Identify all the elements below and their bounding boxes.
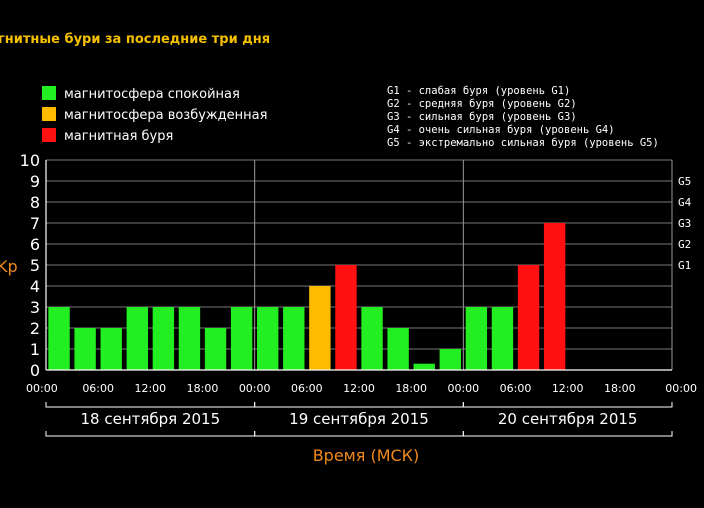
x-tick-label: 12:00 [134,382,166,395]
day-bracket-top [45,402,256,408]
bar-14 [413,363,435,370]
x-tick-label: 00:00 [239,382,271,395]
bar-16 [465,307,488,370]
bar-19 [543,223,566,370]
y-tick-label: 6 [30,235,40,254]
bar-13 [387,328,409,370]
y-tick-label: 9 [30,172,40,191]
bar-12 [361,307,383,370]
g-tick-label: G1 [678,259,691,272]
bar-15 [439,349,461,370]
bars [48,223,566,370]
g-level-legend: G1 - слабая буря (уровень G1)G2 - средня… [387,85,659,149]
x-tick-label: 06:00 [500,382,532,395]
legend-swatch [42,128,56,142]
day-label: 18 сентября 2015 [81,410,221,428]
y-tick-label: 8 [30,193,40,212]
bar-6 [204,328,227,370]
bar-8 [257,307,279,370]
bar-4 [152,307,175,370]
y-tick-label: 4 [30,277,40,296]
g-tick-label: G4 [678,196,692,209]
day-bracket-bottom [462,431,673,437]
day-bracket-top [254,402,464,408]
x-tick-label: 06:00 [82,382,114,395]
bar-7 [230,307,253,370]
g-legend-item: G3 - сильная буря (уровень G3) [387,111,577,123]
x-axis-label: Время (МСК) [313,446,420,465]
g-tick-label: G3 [678,217,691,230]
y-axis-label: Kp [0,257,18,276]
day-bracket-bottom [45,431,256,437]
x-tick-label: 18:00 [395,382,427,395]
y-tick-label: 2 [30,319,40,338]
x-tick-label: 12:00 [552,382,584,395]
y-tick-label: 7 [30,214,40,233]
bar-10 [309,286,331,370]
page-title: гнитные бури за последние три дня [0,32,270,47]
g-legend-item: G4 - очень сильная буря (уровень G4) [387,124,615,136]
x-tick-label: 12:00 [343,382,375,395]
x-tick-label: 00:00 [447,382,479,395]
y-tick-label: 5 [30,256,40,275]
day-label: 20 сентября 2015 [498,410,638,428]
x-tick-label: 00:00 [26,382,58,395]
x-tick-label: 18:00 [604,382,636,395]
g-legend-item: G5 - экстремально сильная буря (уровень … [387,137,659,149]
y-tick-label: 10 [20,151,40,170]
g-legend-item: G1 - слабая буря (уровень G1) [387,85,570,97]
y-tick-label: 1 [30,340,40,359]
bar-2 [100,328,122,370]
legend-swatch [42,86,56,100]
bar-0 [48,307,70,370]
x-tick-label: 00:00 [665,382,697,395]
bar-18 [517,265,540,370]
x-tick-label: 06:00 [291,382,323,395]
bar-1 [74,328,96,370]
legend-swatch [42,107,56,121]
bar-5 [178,307,201,370]
status-legend: магнитосфера спокойная магнитосфера возбу… [42,86,267,144]
bar-11 [335,265,357,370]
g-tick-label: G5 [678,175,691,188]
day-bracket-bottom [254,431,464,437]
legend-label: магнитосфера возбужденная [64,108,267,123]
g-tick-label: G2 [678,238,691,251]
day-label: 19 сентября 2015 [289,410,429,428]
bar-9 [283,307,305,370]
bar-17 [491,307,514,370]
x-tick-label: 18:00 [187,382,219,395]
day-bracket-top [462,402,673,408]
g-legend-item: G2 - средняя буря (уровень G2) [387,98,577,110]
legend-label: магнитосфера спокойная [64,87,240,102]
y-tick-label: 0 [30,361,40,380]
grid [46,159,673,370]
legend-label: магнитная буря [64,129,173,144]
y-tick-label: 3 [30,298,40,317]
bar-3 [126,307,148,370]
axes: 0 1 2 3 4 5 6 7 8 9 10 G1 G2 G3 G4 G5 00:00 06:00 12:00 18:… [20,151,697,437]
